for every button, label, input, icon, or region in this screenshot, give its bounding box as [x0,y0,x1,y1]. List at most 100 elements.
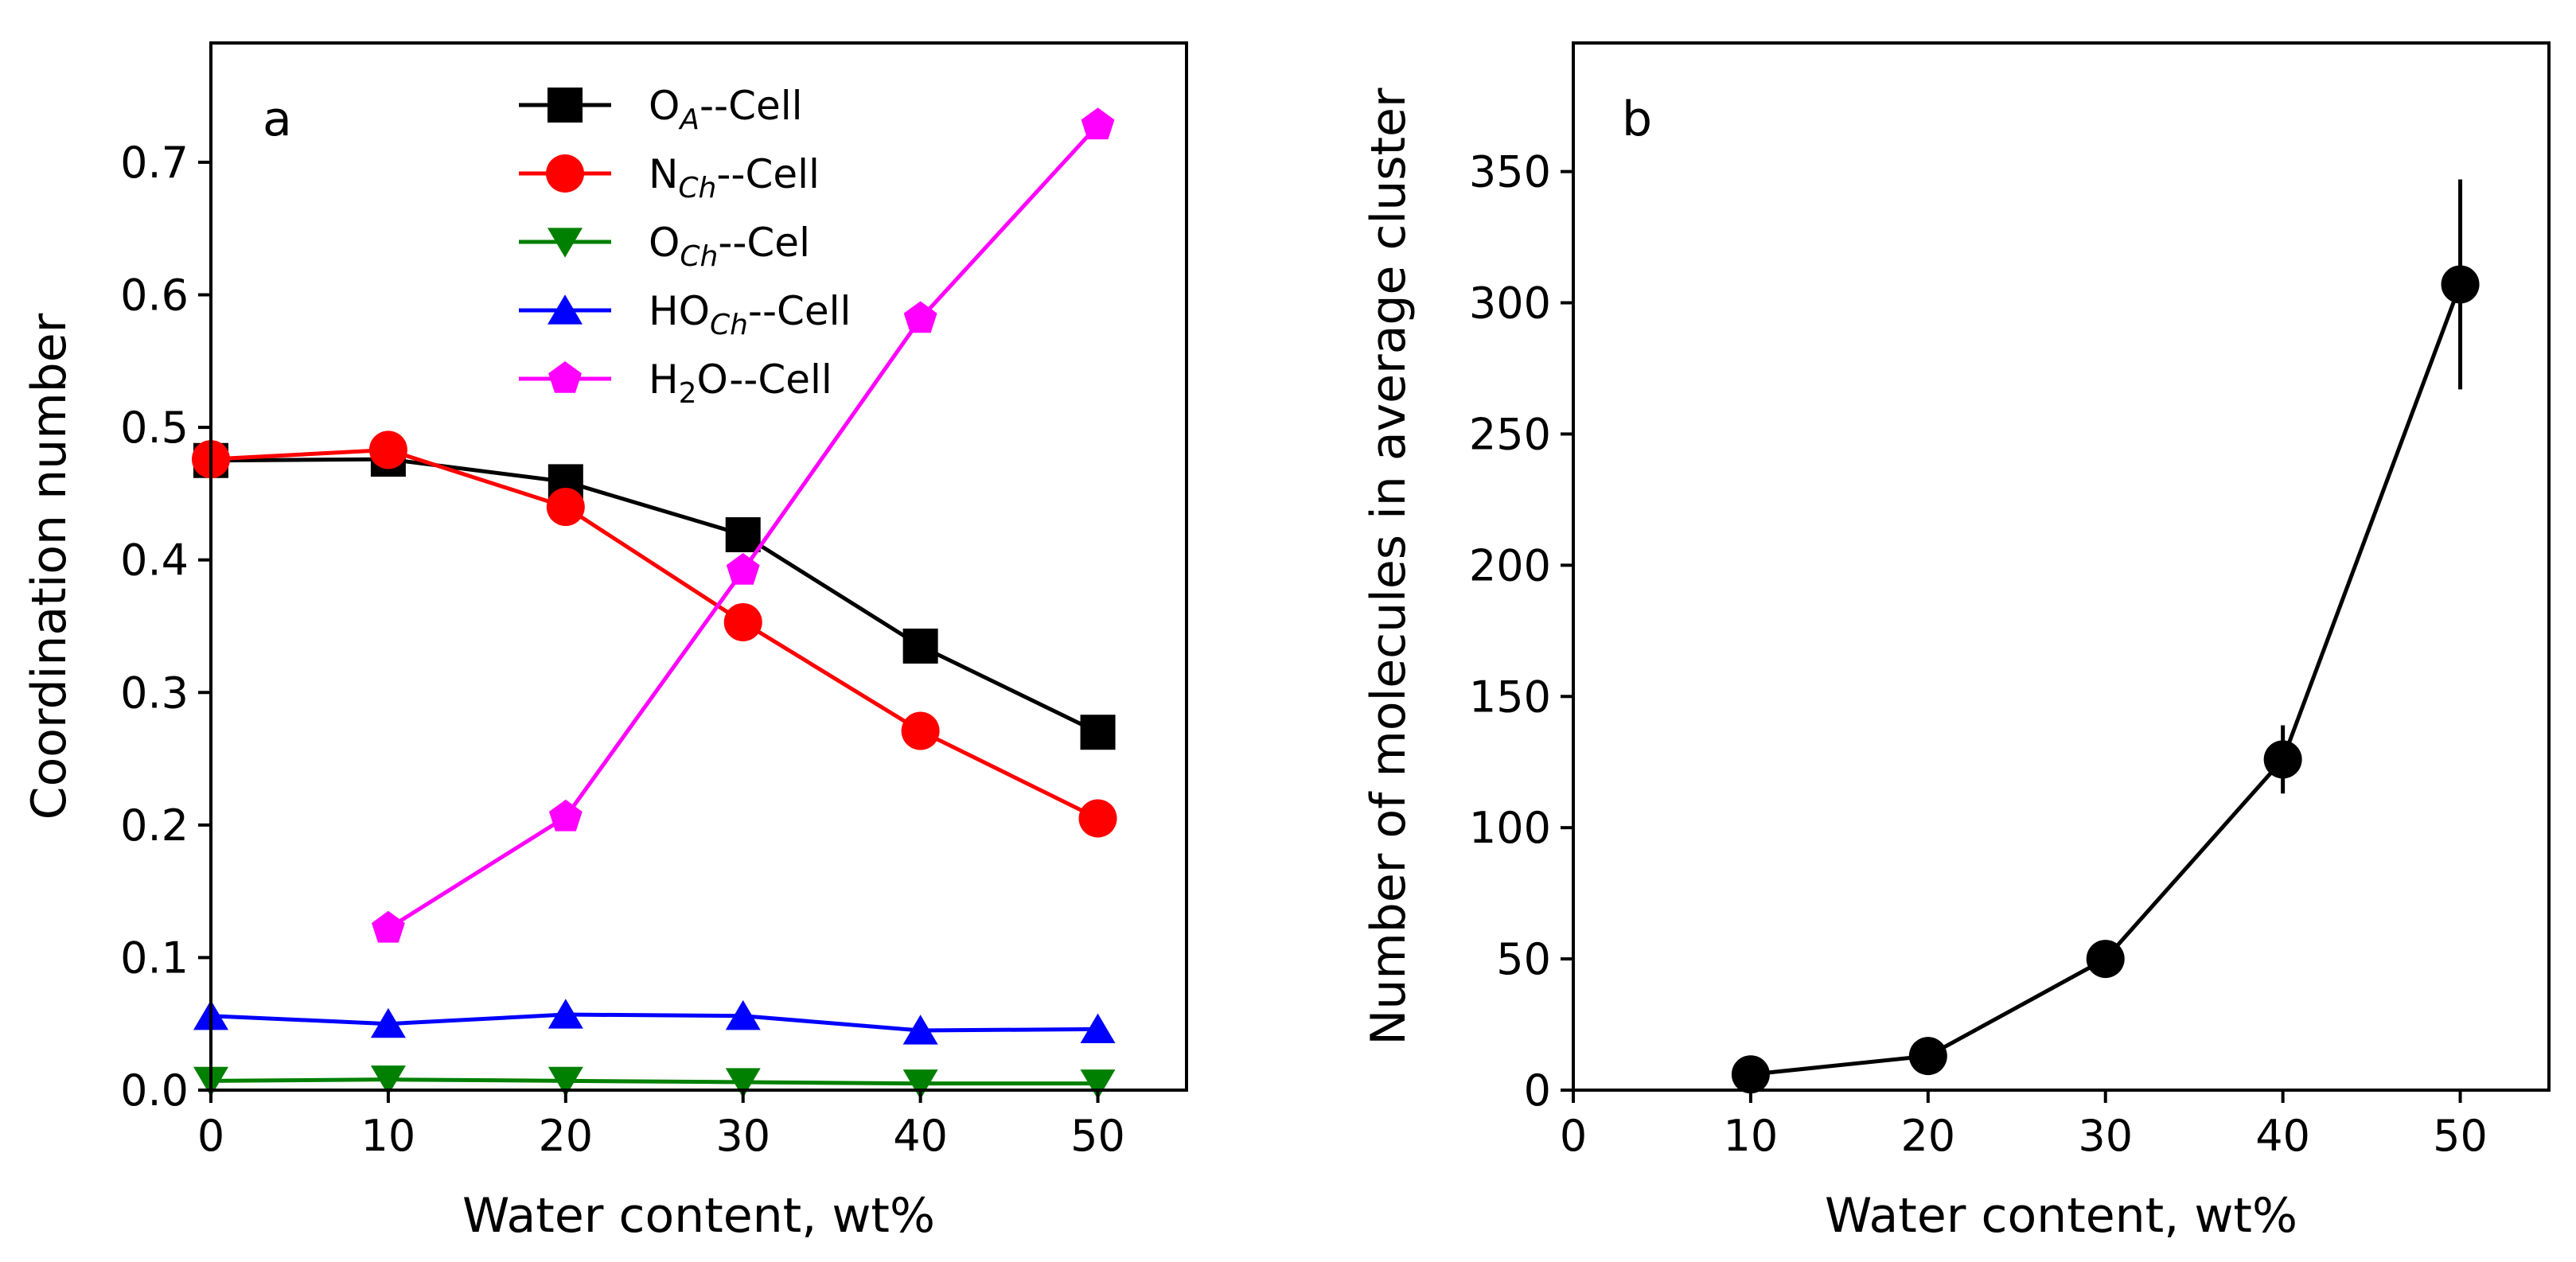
panel-a-data-point [725,1068,761,1098]
panel-b-ytick-label: 300 [1469,278,1551,329]
panel-b: 0 10 20 30 40 50 0 50 100 150 200 250 300 350 b Water… [1361,41,2551,1244]
panel-a-data-point [725,517,761,553]
panel-a-data-point [1080,715,1116,750]
panel-a-xtick-label: 50 [1070,1111,1125,1161]
panel-b-data-point [2441,265,2480,304]
legend-entry: OA--Cell [519,83,803,136]
panel-a-ylabel: Coordination number [21,313,77,820]
panel-a-data-point [902,1015,938,1045]
panel-b-xtick-label: 10 [1724,1111,1779,1161]
panel-b-xtick-label: 20 [1900,1111,1955,1161]
legend-label-rest: --Cell [700,83,803,129]
panel-b-data-point [2263,740,2302,779]
panel-a-data-point [903,301,937,333]
panel-a-ytick-label: 0.6 [120,271,189,321]
panel-b-data-point [1731,1055,1770,1094]
legend-label-rest: --Cell [748,288,852,334]
panel-a-data-point [1080,1013,1116,1043]
panel-a-ytick-label: 0.7 [120,138,189,188]
panel-a-ytick-label: 0.2 [120,800,189,851]
legend-label-main: O [649,83,680,129]
panel-a-xtick-label: 20 [538,1111,593,1161]
panel-a-data-point [902,628,938,664]
panel-a-data-point [546,488,585,527]
panel-b-xtick-label: 0 [1560,1111,1587,1161]
panel-a-data-point [1081,107,1115,140]
legend-marker [546,154,584,193]
panel-b-data-point [2086,940,2125,979]
panel-a-data-point [548,999,583,1029]
legend-label-subscript: A [678,103,700,136]
panel-b-letter: b [1622,92,1652,147]
panel-a-data-point [1080,1069,1116,1100]
panel-b-data-point [1908,1037,1947,1076]
legend-label-subscript: Ch [678,172,716,204]
panel-a-data-point [902,1069,938,1100]
panel-b-ytick-label: 200 [1469,540,1551,590]
panel-a-ytick-label: 0.3 [120,668,189,718]
panel-b-ytick-label: 150 [1469,672,1551,722]
panel-a-data-point [725,999,761,1030]
legend-label-rest: --Cel [718,220,810,266]
panel-a-data-point [370,1065,406,1096]
legend-marker [548,228,583,258]
panel-a-series-2 [193,1065,1116,1100]
legend-marker [548,361,582,393]
legend-label-main: H [649,356,679,403]
panel-a-series-line [210,1077,1098,1086]
legend-entry: NCh--Cell [519,151,820,204]
panel-a-legend: OA--CellNCh--CellOCh--CelHOCh--CellH2O--… [519,83,851,410]
legend-label-subscript: 2 [679,377,697,410]
panel-b-xtick-label: 40 [2255,1111,2310,1161]
panel-a-xtick-label: 10 [361,1111,416,1161]
panel-b-xlabel: Water content, wt% [1825,1188,2297,1244]
panel-a: 0 10 20 30 40 50 0.0 0.1 0.2 0.3 0.4 0.5 0.6 0.7 a Wa… [21,41,1188,1244]
panel-a-ytick-label: 0.1 [120,933,189,983]
panel-a-data-point [371,910,405,943]
panel-a-ytick-label: 0.5 [120,403,189,453]
panel-b-series [1731,179,2480,1094]
panel-b-ytick-label: 100 [1469,803,1551,853]
panel-b-ytick-label: 350 [1469,147,1551,197]
legend-label: OCh--Cel [649,220,810,273]
panel-a-ytick-label: 0.0 [120,1065,189,1116]
panel-a-xlabel: Water content, wt% [462,1188,935,1244]
legend-label-subscript: Ch [680,240,718,273]
panel-a-data-point [901,711,940,750]
panel-b-ytick-label: 250 [1469,409,1551,459]
panel-a-data-point [723,602,762,641]
panel-a-data-point [1078,799,1117,838]
panel-a-series-line [210,447,1099,820]
panel-b-plot-frame [1572,41,2551,1092]
legend-label-main: N [649,151,678,197]
panel-a-xtick-label: 40 [893,1111,948,1161]
panel-a-data-point [726,552,760,585]
panel-b-xtick-label: 30 [2078,1111,2133,1161]
panel-a-letter: a [263,92,292,147]
panel-a-ytick-label: 0.4 [120,536,189,586]
panel-a-data-point [368,430,407,469]
panel-a-series-line [210,1012,1098,1033]
legend-label: OA--Cell [649,83,803,136]
panel-b-xtick-label: 50 [2433,1111,2488,1161]
legend-entry: HOCh--Cell [519,288,851,341]
legend-label-subscript: Ch [710,309,748,341]
legend-label-main: O [649,220,680,266]
panel-a-ticks: 0 10 20 30 40 50 0.0 0.1 0.2 0.3 0.4 0.5 0.6 0.7 [120,138,1125,1161]
panel-b-ytick-label: 0 [1524,1065,1551,1116]
legend-label: H2O--Cell [649,356,832,410]
panel-a-data-point [370,1007,406,1038]
panel-a-xtick-label: 30 [715,1111,770,1161]
panel-a-data-point [548,1066,583,1097]
legend-label-main: HO [649,288,710,334]
legend-entry: H2O--Cell [519,356,832,410]
panel-b-series-0 [1731,179,2480,1094]
legend-label-rest: O--Cell [697,356,832,403]
legend-label: NCh--Cell [649,151,820,204]
panel-a-data-point [548,799,583,832]
legend-label-rest: --Cell [716,151,820,197]
panel-b-ticks: 0 10 20 30 40 50 0 50 100 150 200 250 300 350 [1469,147,2488,1161]
legend-marker [548,88,583,123]
